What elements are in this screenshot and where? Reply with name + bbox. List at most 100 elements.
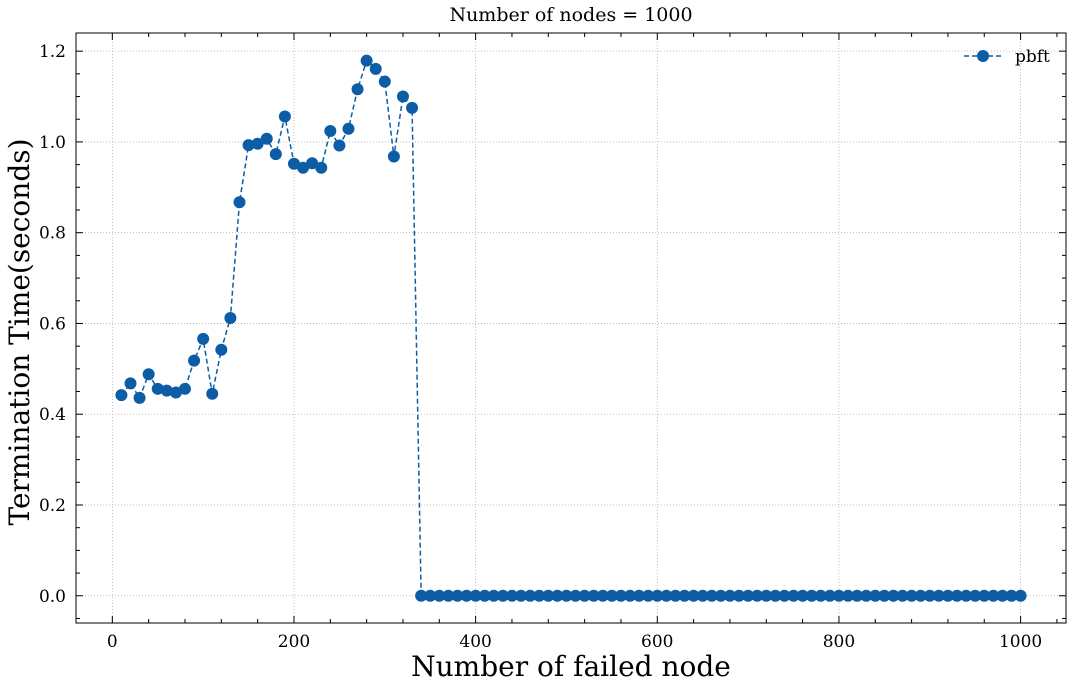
x-axis-label: Number of failed node xyxy=(411,650,731,683)
data-point xyxy=(960,589,973,602)
data-point xyxy=(596,589,609,602)
y-tick-label: 0.6 xyxy=(39,314,66,334)
data-point xyxy=(378,75,391,88)
data-point xyxy=(505,589,518,602)
data-point xyxy=(951,589,964,602)
data-point xyxy=(1014,589,1027,602)
data-point xyxy=(406,101,419,114)
data-point xyxy=(242,139,255,152)
data-point xyxy=(669,589,682,602)
data-point xyxy=(814,589,827,602)
data-point xyxy=(696,589,709,602)
data-point xyxy=(224,312,237,325)
data-point xyxy=(442,589,455,602)
data-point xyxy=(142,368,155,381)
chart-title: Number of nodes = 1000 xyxy=(449,4,692,26)
data-point xyxy=(932,589,945,602)
data-point xyxy=(342,122,355,135)
data-point xyxy=(496,589,509,602)
data-point xyxy=(896,589,909,602)
data-point xyxy=(451,589,464,602)
data-point xyxy=(387,150,400,163)
data-point xyxy=(614,589,627,602)
data-point xyxy=(887,589,900,602)
data-point xyxy=(805,589,818,602)
ticks: 0 200 400 600 800 1000 0.0 0.2 0.4 0.6 0.8 1.0 1.2 xyxy=(39,33,1066,652)
data-point xyxy=(206,387,219,400)
data-point xyxy=(115,389,128,402)
data-point xyxy=(923,589,936,602)
data-point xyxy=(188,354,201,367)
data-point xyxy=(978,589,991,602)
data-point xyxy=(787,589,800,602)
data-point xyxy=(769,589,782,602)
data-point xyxy=(197,332,210,345)
data-point xyxy=(578,589,591,602)
data-point xyxy=(914,589,927,602)
data-point xyxy=(987,589,1000,602)
data-point xyxy=(124,377,137,390)
data-point xyxy=(469,589,482,602)
data-point xyxy=(424,589,437,602)
y-tick-label: 1.2 xyxy=(39,42,66,62)
grid xyxy=(76,33,1066,623)
data-point xyxy=(714,589,727,602)
data-point xyxy=(278,110,291,123)
x-tick-label: 600 xyxy=(641,632,673,652)
data-point xyxy=(551,589,564,602)
data-point xyxy=(751,589,764,602)
y-axis-label: Termination Time(seconds) xyxy=(3,138,36,525)
data-point xyxy=(869,589,882,602)
data-point xyxy=(969,589,982,602)
data-point xyxy=(333,139,346,152)
data-point xyxy=(687,589,700,602)
data-point xyxy=(315,161,328,174)
data-point xyxy=(306,157,319,170)
y-tick-label: 0.4 xyxy=(39,405,66,425)
data-point xyxy=(796,589,809,602)
data-point xyxy=(605,589,618,602)
data-point xyxy=(433,589,446,602)
data-point xyxy=(133,391,146,404)
y-tick-label: 1.0 xyxy=(39,133,66,153)
data-point xyxy=(460,589,473,602)
data-point xyxy=(324,125,337,138)
data-point xyxy=(778,589,791,602)
data-point xyxy=(624,589,637,602)
data-point xyxy=(723,589,736,602)
plot-frame xyxy=(75,32,1067,624)
data-point xyxy=(178,382,191,395)
data-point xyxy=(660,589,673,602)
data-point xyxy=(542,589,555,602)
data-point xyxy=(297,161,310,174)
data-point xyxy=(996,589,1009,602)
data-point xyxy=(832,589,845,602)
data-point xyxy=(760,589,773,602)
data-point xyxy=(569,589,582,602)
legend-marker xyxy=(977,50,989,62)
data-point xyxy=(287,157,300,170)
data-point xyxy=(842,589,855,602)
data-point xyxy=(160,384,173,397)
data-point xyxy=(169,386,182,399)
series xyxy=(115,54,1027,602)
y-tick-label: 0.2 xyxy=(39,496,66,516)
x-tick-label: 200 xyxy=(278,632,310,652)
y-tick-label: 0.0 xyxy=(39,587,66,607)
data-point xyxy=(851,589,864,602)
data-point xyxy=(733,589,746,602)
data-point xyxy=(251,137,264,150)
data-point xyxy=(705,589,718,602)
data-point xyxy=(215,343,228,356)
legend-label: pbft xyxy=(1015,47,1050,67)
data-point xyxy=(233,196,246,209)
data-point xyxy=(878,589,891,602)
data-point xyxy=(524,589,537,602)
data-point xyxy=(533,589,546,602)
data-point xyxy=(351,83,364,96)
data-point xyxy=(560,589,573,602)
data-point xyxy=(360,54,373,67)
legend: pbft xyxy=(964,47,1050,67)
data-point xyxy=(515,589,528,602)
